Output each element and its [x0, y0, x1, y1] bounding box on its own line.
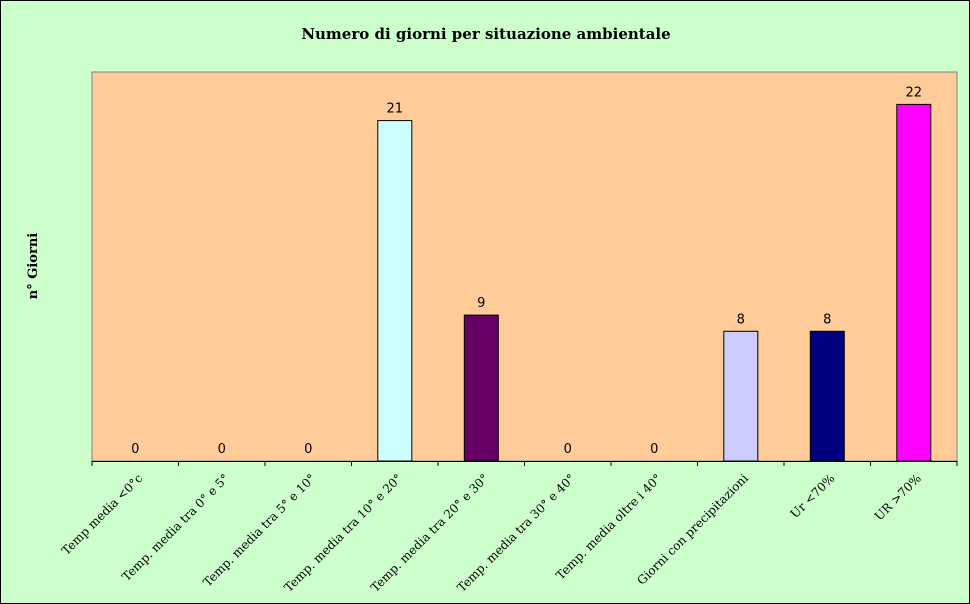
- chart-title: Numero di giorni per situazione ambienta…: [301, 25, 670, 43]
- data-label-9: 22: [906, 85, 923, 100]
- bar-7: [723, 330, 759, 462]
- data-label-8: 8: [823, 312, 831, 327]
- bar-9: [896, 103, 932, 462]
- x-tick-label-8: Ur <70%: [788, 471, 838, 521]
- bar-4: [463, 314, 499, 462]
- data-label-0: 0: [131, 442, 139, 457]
- data-labels-group: 0 0 0 21 9 0 0 8 8 22: [131, 85, 922, 457]
- x-tick-label-0: Temp media <0°c: [59, 471, 146, 558]
- bar-8: [809, 330, 845, 462]
- data-label-1: 0: [218, 442, 226, 457]
- y-axis-label: n° Giorni: [26, 233, 41, 299]
- data-label-6: 0: [650, 442, 658, 457]
- x-ticks-group: [91, 461, 958, 466]
- x-tick-label-9: UR >70%: [872, 471, 924, 523]
- data-label-2: 0: [304, 442, 312, 457]
- bar-3: [377, 120, 413, 462]
- bars-group: [377, 103, 932, 462]
- data-label-3: 21: [387, 102, 404, 117]
- data-label-7: 8: [737, 312, 745, 327]
- data-label-4: 9: [477, 296, 485, 311]
- data-label-5: 0: [564, 442, 572, 457]
